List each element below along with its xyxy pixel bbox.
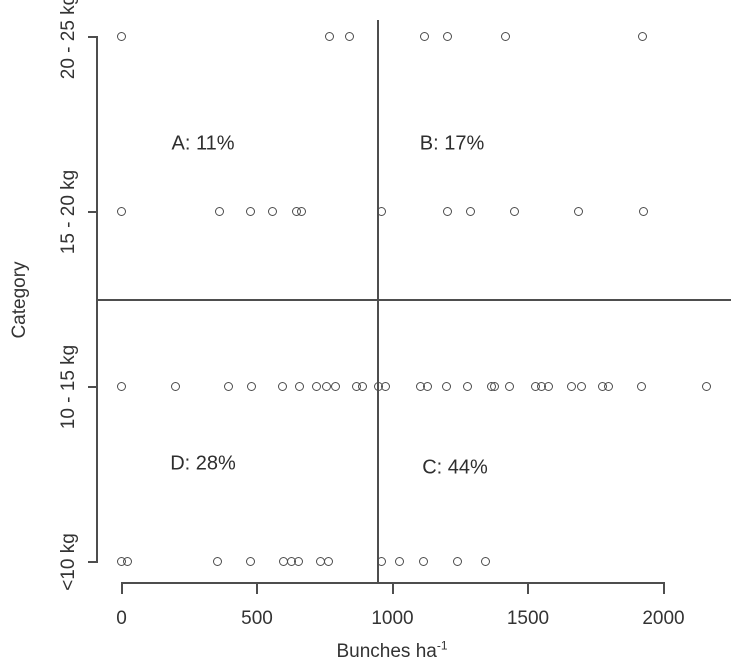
- data-point: [311, 382, 321, 392]
- data-point: [297, 207, 307, 217]
- data-point: [116, 32, 126, 42]
- x-tick-label: 2000: [642, 608, 685, 629]
- data-point: [441, 382, 451, 392]
- data-point: [574, 207, 584, 217]
- data-point: [422, 382, 432, 392]
- data-point: [357, 382, 367, 392]
- data-point: [481, 557, 491, 567]
- data-point: [267, 207, 277, 217]
- data-point: [636, 382, 646, 392]
- data-point: [323, 557, 333, 567]
- data-point: [321, 382, 331, 392]
- x-tick-mark: [527, 582, 529, 594]
- y-tick-mark: [88, 386, 96, 388]
- horizontal-reference-line: [96, 298, 731, 301]
- data-point: [381, 382, 391, 392]
- data-point: [576, 382, 586, 392]
- data-point: [116, 207, 126, 217]
- data-point: [245, 207, 255, 217]
- data-point: [223, 382, 233, 392]
- data-point: [462, 382, 472, 392]
- data-point: [452, 557, 462, 567]
- data-point: [245, 557, 255, 567]
- data-point: [465, 207, 475, 217]
- data-point: [501, 32, 511, 42]
- data-point: [504, 382, 514, 392]
- data-point: [701, 382, 711, 392]
- data-point: [277, 382, 287, 392]
- y-category-label: 10 - 15 kg: [58, 344, 79, 430]
- data-point: [509, 207, 519, 217]
- data-point: [294, 557, 304, 567]
- data-point: [442, 207, 452, 217]
- x-tick-mark: [391, 582, 394, 594]
- vertical-reference-line: [376, 20, 379, 582]
- data-point: [330, 382, 340, 392]
- x-tick-label: 1500: [506, 608, 550, 629]
- quadrant-label-b: B: 17%: [419, 132, 485, 155]
- data-point: [170, 382, 180, 392]
- y-category-label: <10 kg: [58, 533, 79, 591]
- x-axis-title: Bunches ha-1: [336, 638, 448, 663]
- data-point: [377, 207, 387, 217]
- data-point: [394, 557, 404, 567]
- data-point: [376, 557, 386, 567]
- data-point: [116, 382, 126, 392]
- data-point: [122, 557, 132, 567]
- x-tick-label: 500: [241, 608, 273, 629]
- data-point: [325, 32, 335, 42]
- x-tick-label: 1000: [371, 608, 414, 629]
- data-point: [418, 557, 428, 567]
- data-point: [214, 207, 224, 217]
- x-axis-title-superscript: -1: [436, 638, 448, 653]
- x-axis-title-text: Bunches ha: [336, 641, 437, 662]
- data-point: [603, 382, 613, 392]
- y-tick-mark: [88, 36, 96, 38]
- x-tick-mark: [120, 582, 123, 594]
- data-point: [294, 382, 304, 392]
- data-point: [543, 382, 553, 392]
- quadrant-label-c: C: 44%: [422, 456, 488, 479]
- data-point: [442, 32, 452, 42]
- y-axis-title: Category: [9, 261, 30, 339]
- data-point: [212, 557, 222, 567]
- x-tick-mark: [662, 582, 665, 594]
- data-point: [420, 32, 430, 42]
- data-point: [567, 382, 576, 392]
- y-category-label: 15 - 20 kg: [58, 169, 79, 255]
- data-point: [489, 382, 499, 392]
- data-point: [638, 207, 648, 217]
- data-point: [246, 382, 256, 392]
- y-tick-mark: [88, 561, 96, 563]
- x-tick-label: 0: [116, 608, 127, 629]
- quadrant-label-d: D: 28%: [170, 452, 236, 475]
- x-tick-mark: [256, 582, 258, 594]
- quadrant-label-a: A: 11%: [171, 132, 235, 155]
- y-tick-mark: [88, 211, 96, 213]
- data-point: [344, 32, 354, 42]
- data-point: [638, 32, 647, 42]
- y-category-label: 20 - 25 kg: [58, 0, 79, 80]
